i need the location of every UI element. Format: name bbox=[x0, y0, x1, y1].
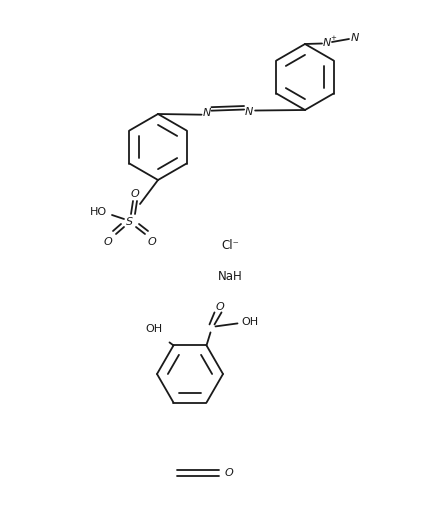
Text: O: O bbox=[215, 302, 223, 312]
Text: N: N bbox=[322, 38, 330, 48]
Text: OH: OH bbox=[240, 317, 258, 328]
Text: O: O bbox=[224, 468, 233, 478]
Text: HO: HO bbox=[89, 207, 106, 217]
Text: Cl⁻: Cl⁻ bbox=[221, 238, 238, 251]
Text: O: O bbox=[103, 237, 112, 247]
Text: +: + bbox=[329, 35, 335, 41]
Text: OH: OH bbox=[145, 324, 162, 335]
Text: NaH: NaH bbox=[217, 270, 242, 282]
Text: S: S bbox=[126, 217, 133, 227]
Text: N: N bbox=[202, 107, 210, 118]
Text: N: N bbox=[350, 33, 358, 43]
Text: O: O bbox=[131, 189, 139, 199]
Text: N: N bbox=[244, 106, 253, 117]
Text: O: O bbox=[147, 237, 156, 247]
